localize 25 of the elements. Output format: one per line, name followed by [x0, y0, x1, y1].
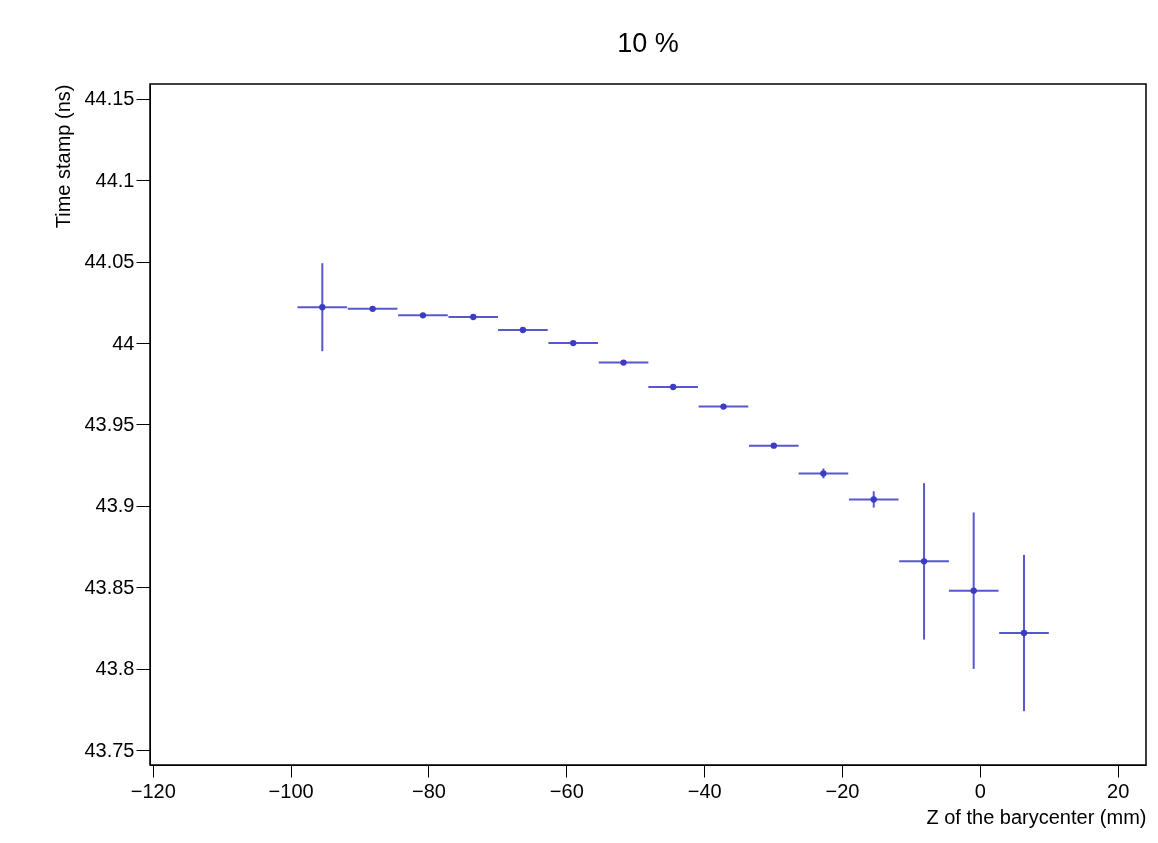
chart-title: 10 %: [617, 28, 679, 58]
y-tick-label: 43.8: [95, 657, 135, 680]
point: [870, 496, 877, 503]
x-tick-label: −120: [130, 779, 176, 802]
x-tick-label: −60: [549, 779, 584, 802]
x-tick-label: −40: [687, 779, 722, 802]
y-tick-label: 44.15: [84, 87, 135, 110]
x-axis-title: Z of the barycenter (mm): [926, 805, 1147, 828]
y-tick-label: 43.75: [84, 738, 135, 761]
y-tick-label: 44.1: [95, 168, 135, 191]
x-tick-label: −80: [412, 779, 446, 802]
y-tick-label: 44.05: [84, 250, 135, 273]
y-axis-title: Time stamp (ns): [52, 84, 75, 229]
x-tick-label: −20: [825, 779, 860, 802]
point: [1020, 629, 1028, 637]
point: [319, 304, 326, 311]
point: [920, 558, 928, 565]
y-tick-label: 43.9: [95, 494, 135, 517]
x-tick-label: 0: [974, 779, 986, 802]
y-tick-label: 43.85: [84, 575, 135, 598]
x-tick-label: 20: [1107, 779, 1130, 802]
y-tick-label: 43.95: [84, 413, 135, 435]
x-tick-label: −100: [268, 779, 314, 802]
y-tick-label: 44: [112, 331, 135, 354]
point: [970, 587, 977, 594]
